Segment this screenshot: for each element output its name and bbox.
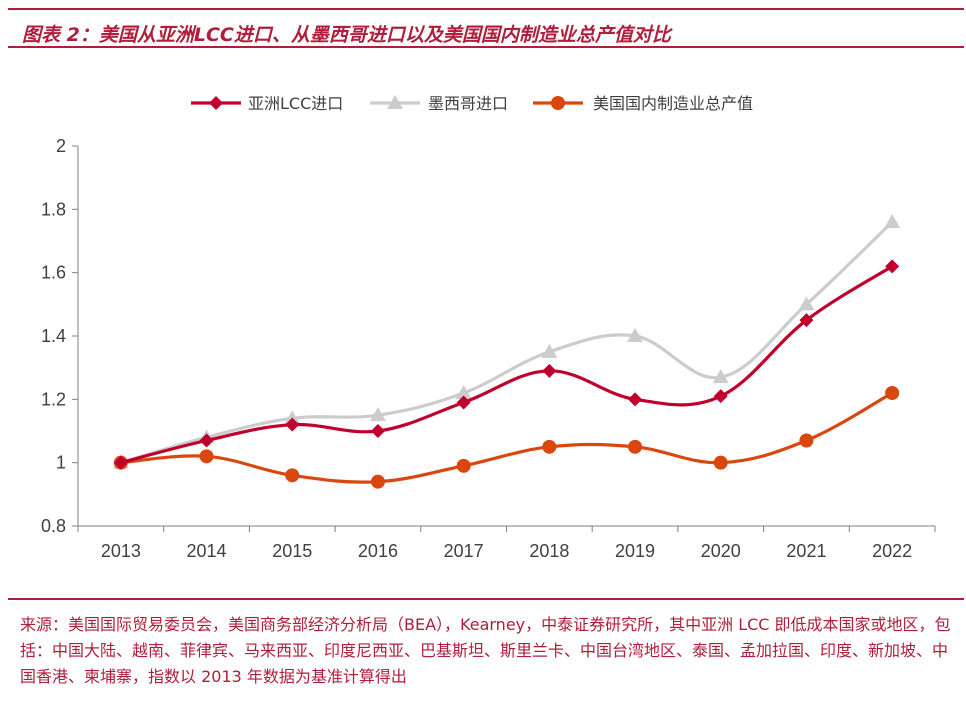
legend-label: 亚洲LCC进口 xyxy=(248,94,343,113)
data-point xyxy=(370,424,385,438)
data-point xyxy=(712,369,729,384)
data-point xyxy=(885,259,900,274)
x-tick-label: 2020 xyxy=(701,541,741,561)
data-point xyxy=(884,214,901,228)
data-point xyxy=(113,455,128,470)
data-point xyxy=(542,439,557,454)
series-line xyxy=(120,391,893,484)
x-tick-label: 2021 xyxy=(786,541,826,561)
x-tick-label: 2014 xyxy=(187,541,227,561)
series-line xyxy=(120,220,894,465)
series-diamond xyxy=(113,259,900,470)
x-tick-label: 2017 xyxy=(444,541,484,561)
data-point xyxy=(799,433,814,448)
y-tick-label: 2 xyxy=(56,136,66,156)
data-point xyxy=(628,392,643,407)
y-tick-label: 1.4 xyxy=(41,326,66,346)
series-line xyxy=(120,264,894,465)
data-point xyxy=(199,449,214,464)
legend-item: 美国国内制造业总产值 xyxy=(533,94,753,113)
x-tick-label: 2013 xyxy=(101,541,141,561)
chart-axes: 0.8 1 1.2 1.4 1.6 1.8 2 2013 2014 2015 2016 2017 201… xyxy=(41,136,936,561)
legend-marker xyxy=(387,95,403,109)
y-tick-label: 0.8 xyxy=(41,516,66,536)
y-tick-label: 1 xyxy=(56,453,66,473)
title-bar: 图表 2：美国从亚洲LCC进口、从墨西哥进口以及美国国内制造业总产值对比 xyxy=(8,8,964,48)
x-tick-label: 2022 xyxy=(872,541,912,561)
legend-item: 墨西哥进口 xyxy=(370,94,508,113)
data-point xyxy=(885,386,900,400)
source-note: 来源：美国国际贸易委员会，美国商务部经济分析局（BEA），Kearney，中泰证… xyxy=(20,615,951,686)
legend-label: 墨西哥进口 xyxy=(428,94,508,113)
y-tick-label: 1.8 xyxy=(41,199,66,219)
footer-rule xyxy=(8,598,964,600)
x-tick-label: 2018 xyxy=(529,541,569,561)
data-point xyxy=(628,439,643,454)
data-point xyxy=(713,389,728,404)
data-point xyxy=(456,395,471,410)
legend-marker xyxy=(209,96,223,110)
data-point xyxy=(798,296,815,311)
data-point xyxy=(541,343,558,358)
y-tick-label: 1.2 xyxy=(41,389,66,409)
data-point xyxy=(199,433,214,448)
data-point xyxy=(455,385,472,399)
data-point xyxy=(456,458,471,473)
x-tick-label: 2016 xyxy=(358,541,398,561)
legend-label: 美国国内制造业总产值 xyxy=(593,94,753,113)
chart-title: 图表 2：美国从亚洲LCC进口、从墨西哥进口以及美国国内制造业总产值对比 xyxy=(22,24,671,46)
x-tick-label: 2019 xyxy=(615,541,655,561)
y-tick-label: 1.6 xyxy=(41,263,66,283)
line-chart: 亚洲LCC进口 墨西哥进口 美国国内制造业总产值 0.8 1 1.2 1.4 1.6 1.8 2… xyxy=(41,94,936,561)
data-point xyxy=(284,410,301,425)
data-point xyxy=(542,363,557,378)
chart-series xyxy=(112,214,901,489)
data-point xyxy=(799,313,814,328)
chart-legend: 亚洲LCC进口 墨西哥进口 美国国内制造业总产值 xyxy=(191,94,753,113)
series-circle xyxy=(113,386,900,489)
data-point xyxy=(285,468,300,483)
data-point xyxy=(369,407,386,422)
legend-marker xyxy=(551,96,565,110)
legend-item: 亚洲LCC进口 xyxy=(191,94,343,113)
data-point xyxy=(627,328,644,342)
data-point xyxy=(370,474,385,489)
data-point xyxy=(285,417,300,432)
x-tick-label: 2015 xyxy=(272,541,312,561)
data-point xyxy=(713,455,728,470)
